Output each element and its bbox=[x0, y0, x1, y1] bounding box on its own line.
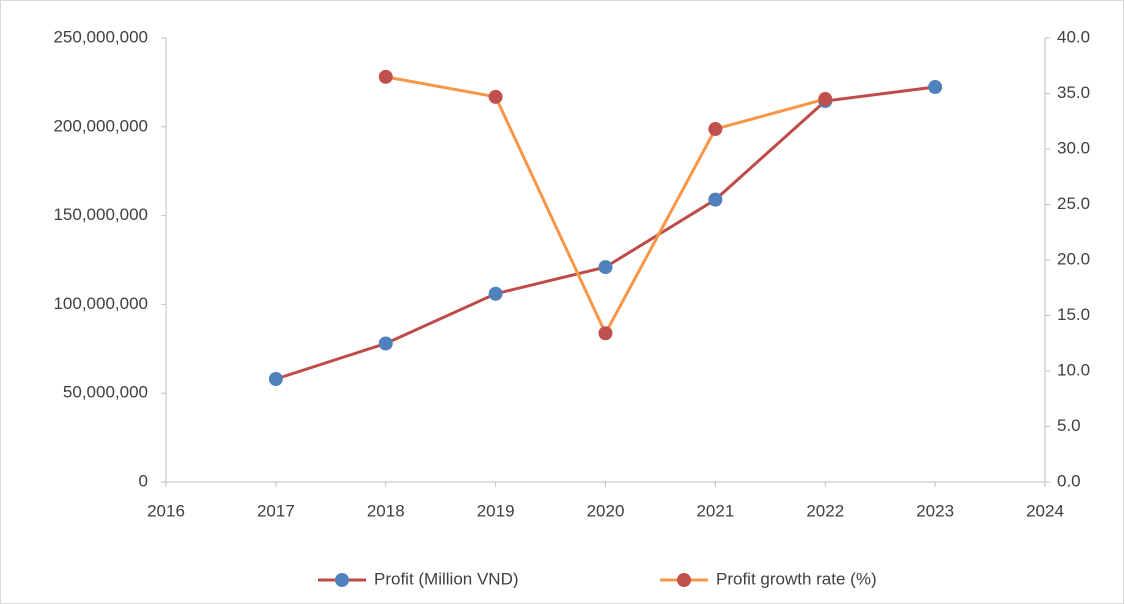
legend-marker bbox=[335, 573, 349, 587]
y-tick-label: 200,000,000 bbox=[53, 116, 148, 135]
y2-tick-label: 25.0 bbox=[1057, 194, 1090, 213]
y2-tick-label: 10.0 bbox=[1057, 360, 1090, 379]
x-tick-label: 2019 bbox=[477, 501, 515, 520]
y-tick-label: 250,000,000 bbox=[53, 27, 148, 46]
legend-label: Profit (Million VND) bbox=[374, 569, 519, 588]
x-tick-label: 2021 bbox=[696, 501, 734, 520]
y-tick-label: 50,000,000 bbox=[63, 383, 148, 402]
y2-tick-label: 20.0 bbox=[1057, 249, 1090, 268]
point bbox=[598, 326, 613, 341]
point bbox=[268, 371, 283, 386]
y2-tick-label: 5.0 bbox=[1057, 416, 1081, 435]
legend-marker bbox=[677, 573, 691, 587]
x-tick-label: 2024 bbox=[1026, 501, 1064, 520]
point bbox=[928, 80, 943, 95]
y2-tick-label: 15.0 bbox=[1057, 305, 1090, 324]
y2-tick-label: 35.0 bbox=[1057, 83, 1090, 102]
y2-tick-label: 40.0 bbox=[1057, 27, 1090, 46]
y2-tick-label: 0.0 bbox=[1057, 471, 1081, 490]
y-tick-label: 0 bbox=[139, 471, 148, 490]
point bbox=[708, 122, 723, 137]
point bbox=[488, 286, 503, 301]
x-tick-label: 2018 bbox=[367, 501, 405, 520]
point bbox=[598, 260, 613, 275]
point bbox=[378, 69, 393, 84]
y2-tick-label: 30.0 bbox=[1057, 138, 1090, 157]
x-tick-label: 2016 bbox=[147, 501, 185, 520]
point bbox=[818, 92, 833, 107]
point bbox=[488, 89, 503, 104]
y-tick-label: 150,000,000 bbox=[53, 205, 148, 224]
legend-label: Profit growth rate (%) bbox=[716, 569, 877, 588]
x-tick-label: 2017 bbox=[257, 501, 295, 520]
x-tick-label: 2020 bbox=[587, 501, 625, 520]
point bbox=[378, 336, 393, 351]
x-tick-label: 2022 bbox=[806, 501, 844, 520]
point bbox=[708, 192, 723, 207]
x-tick-label: 2023 bbox=[916, 501, 954, 520]
y-tick-label: 100,000,000 bbox=[53, 294, 148, 313]
